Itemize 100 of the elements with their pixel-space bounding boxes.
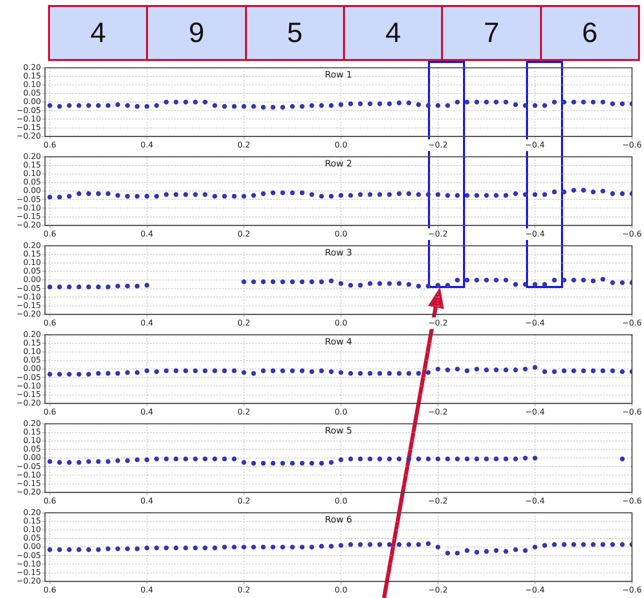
x-tick-label: 0.2 bbox=[238, 407, 250, 416]
x-tick-label: 0.6 bbox=[43, 140, 56, 150]
point bbox=[484, 278, 489, 282]
y-tick-label: 0.20 bbox=[23, 418, 41, 428]
y-tick-label: 0.10 bbox=[23, 436, 41, 446]
y-tick-label: 0.10 bbox=[23, 347, 41, 356]
y-tick-label: 0.00 bbox=[23, 364, 41, 374]
y-tick-label: −0.10 bbox=[16, 114, 41, 124]
chart-title: Row 3 bbox=[324, 248, 352, 259]
chart-title: Row 5 bbox=[324, 426, 352, 437]
y-tick-label: 0.00 bbox=[23, 453, 41, 462]
point bbox=[494, 278, 499, 282]
point bbox=[290, 279, 295, 284]
x-tick-label: 0.0 bbox=[334, 318, 348, 328]
point bbox=[581, 278, 586, 282]
y-tick-label: 0.15 bbox=[23, 160, 41, 170]
y-tick-label: −0.05 bbox=[16, 372, 41, 382]
x-tick-label: 0.2 bbox=[238, 585, 250, 594]
y-tick-label: −0.20 bbox=[16, 131, 41, 140]
x-tick-label: 0.0 bbox=[334, 496, 348, 506]
y-tick-label: −0.05 bbox=[16, 462, 41, 471]
x-tick-label: −0.2 bbox=[428, 585, 448, 594]
point bbox=[562, 278, 566, 282]
x-tick-label: −0.6 bbox=[622, 585, 642, 594]
y-tick-label: 0.20 bbox=[23, 240, 41, 250]
y-tick-label: 0.05 bbox=[23, 444, 41, 454]
point bbox=[319, 279, 324, 284]
y-tick-label: 0.20 bbox=[23, 508, 41, 517]
point bbox=[270, 279, 276, 284]
text: 5 bbox=[246, 7, 345, 59]
point bbox=[552, 278, 557, 282]
x-tick-label: −0.6 bbox=[622, 140, 642, 150]
x-tick-label: 0.6 bbox=[43, 229, 56, 238]
text: 4 bbox=[344, 7, 444, 59]
y-tick-label: −0.15 bbox=[16, 478, 41, 488]
y-tick-label: 0.10 bbox=[23, 80, 41, 90]
x-tick-label: 0.6 bbox=[43, 496, 56, 506]
x-tick-label: 0.2 bbox=[238, 140, 250, 150]
point bbox=[86, 284, 92, 290]
y-tick-label: 0.20 bbox=[23, 62, 41, 72]
x-tick-label: −0.2 bbox=[428, 229, 448, 238]
y-tick-label: −0.05 bbox=[16, 106, 41, 115]
chart-title: Row 2 bbox=[324, 160, 352, 170]
point bbox=[396, 281, 402, 286]
point bbox=[328, 278, 334, 284]
point bbox=[260, 279, 266, 284]
point bbox=[280, 279, 286, 284]
x-tick-label: 0.4 bbox=[140, 496, 154, 506]
y-tick-label: −0.10 bbox=[16, 559, 41, 568]
x-tick-label: 0.4 bbox=[140, 585, 154, 594]
point bbox=[436, 282, 440, 288]
point bbox=[106, 284, 110, 290]
point bbox=[368, 281, 372, 286]
chart-title: Row 4 bbox=[324, 338, 352, 348]
point bbox=[426, 284, 431, 289]
y-tick-label: −0.15 bbox=[16, 568, 41, 577]
y-tick-label: 0.15 bbox=[23, 338, 41, 348]
x-tick-label: 0.2 bbox=[238, 496, 250, 506]
y-tick-label: −0.20 bbox=[16, 398, 41, 408]
x-tick-label: −0.6 bbox=[622, 229, 642, 238]
x-tick-label: 0.6 bbox=[43, 318, 56, 328]
x-tick-label: 0.6 bbox=[43, 407, 56, 416]
y-tick-label: −0.15 bbox=[16, 212, 41, 221]
y-tick-label: 0.05 bbox=[23, 534, 41, 543]
point bbox=[387, 281, 392, 286]
text: 9 bbox=[148, 7, 247, 59]
y-tick-label: 0.15 bbox=[23, 516, 41, 526]
point bbox=[513, 282, 518, 287]
point bbox=[338, 281, 344, 286]
chart-title: Row 6 bbox=[324, 516, 352, 526]
y-tick-label: 0.20 bbox=[23, 330, 41, 339]
point bbox=[474, 278, 480, 282]
x-tick-label: 0.4 bbox=[140, 407, 154, 416]
text: 6 bbox=[542, 7, 638, 59]
point bbox=[144, 282, 150, 288]
x-tick-label: −0.4 bbox=[525, 318, 545, 328]
x-tick-label: −0.4 bbox=[525, 229, 545, 238]
y-tick-label: −0.15 bbox=[16, 390, 41, 399]
x-tick-label: −0.2 bbox=[428, 140, 448, 150]
point bbox=[76, 284, 82, 290]
x-tick-label: 0.4 bbox=[140, 140, 154, 150]
text: 4 bbox=[50, 7, 148, 59]
y-tick-label: 0.05 bbox=[23, 88, 41, 98]
point bbox=[406, 282, 412, 287]
y-tick-label: −0.05 bbox=[16, 284, 41, 293]
y-tick-label: 0.10 bbox=[23, 169, 41, 178]
x-tick-label: −0.2 bbox=[428, 318, 448, 328]
x-tick-label: 0.0 bbox=[334, 407, 348, 416]
point bbox=[125, 284, 130, 289]
y-tick-label: 0.20 bbox=[23, 152, 41, 161]
y-tick-label: 0.10 bbox=[23, 258, 41, 268]
y-tick-label: 0.05 bbox=[23, 266, 41, 276]
y-tick-label: −0.20 bbox=[16, 309, 41, 318]
x-tick-label: 0.4 bbox=[140, 229, 154, 238]
y-tick-label: −0.10 bbox=[16, 292, 41, 302]
point bbox=[416, 284, 421, 289]
y-tick-label: 0.05 bbox=[23, 178, 41, 187]
y-tick-label: −0.10 bbox=[16, 381, 41, 390]
point bbox=[309, 279, 314, 284]
y-tick-label: 0.15 bbox=[23, 249, 41, 258]
